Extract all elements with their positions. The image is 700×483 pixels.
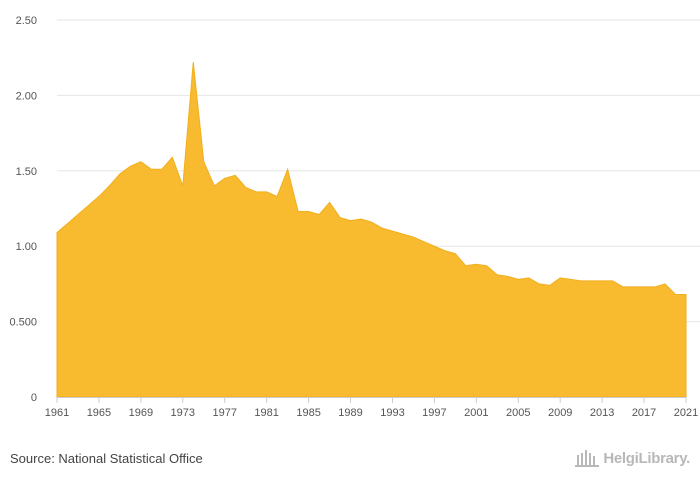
y-tick-label: 1.50 <box>16 166 37 178</box>
x-tick-label: 2001 <box>464 407 488 419</box>
x-tick-label: 1985 <box>296 407 320 419</box>
x-tick-label: 1973 <box>171 407 195 419</box>
brand-name: HelgiLibrary. <box>603 449 690 467</box>
area-fill <box>56 62 687 398</box>
x-tick-label: 1981 <box>254 407 278 419</box>
x-tick-label: 1989 <box>338 407 362 419</box>
x-tick-label: 1993 <box>380 407 404 419</box>
source-note: Source: National Statistical Office <box>10 451 203 466</box>
x-tick-label: 1977 <box>212 407 236 419</box>
y-tick-label: 2.00 <box>16 90 37 102</box>
brand-logo[interactable]: HelgiLibrary. <box>574 448 690 468</box>
y-tick-label: 1.00 <box>16 241 37 253</box>
x-tick-label: 1961 <box>45 407 69 419</box>
area-series <box>56 62 687 398</box>
footer: Source: National Statistical Office Helg… <box>0 440 700 483</box>
y-tick-label: 0 <box>31 392 37 404</box>
x-tick-label: 2005 <box>506 407 530 419</box>
x-tick-label: 2013 <box>590 407 614 419</box>
x-tick-label: 2021 <box>674 407 698 419</box>
library-building-icon <box>575 450 600 467</box>
x-tick-label: 1997 <box>422 407 446 419</box>
y-tick-label: 0.500 <box>9 317 37 329</box>
x-axis-labels: 1961 1965 1969 1973 1977 1981 1985 1989 1993 1997… <box>45 407 698 419</box>
x-tick-label: 1969 <box>129 407 153 419</box>
y-axis-labels: 0 0.500 1.00 1.50 2.00 2.50 <box>9 15 37 404</box>
x-axis <box>56 397 687 403</box>
x-tick-label: 2009 <box>548 407 572 419</box>
x-tick-label: 2017 <box>632 407 656 419</box>
x-tick-label: 1965 <box>87 407 111 419</box>
y-tick-label: 2.50 <box>16 15 37 27</box>
